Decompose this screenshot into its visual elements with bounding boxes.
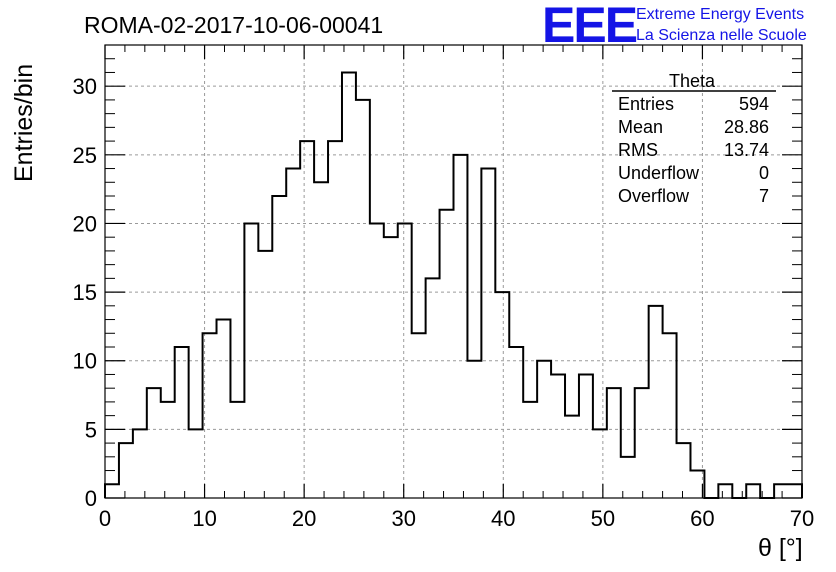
stats-label-entries: Entries xyxy=(618,94,674,114)
histogram-bin xyxy=(384,237,398,498)
histogram-bin xyxy=(649,306,663,498)
histogram-bin xyxy=(119,443,133,498)
x-tick-label: 60 xyxy=(690,506,714,531)
y-axis-label: Entries/bin xyxy=(10,64,38,182)
histogram-bin xyxy=(244,223,258,498)
histogram-bin xyxy=(161,402,175,498)
y-tick-label: 5 xyxy=(85,417,97,442)
x-tick-label: 10 xyxy=(192,506,216,531)
histogram-bin xyxy=(217,320,231,498)
histogram-bin xyxy=(398,223,412,498)
histogram-bin xyxy=(565,416,579,498)
histogram-bin xyxy=(440,210,454,498)
histogram-bin xyxy=(356,100,370,498)
y-tick-labels: 0 5 10 15 20 25 30 xyxy=(73,74,97,511)
histogram-bin xyxy=(495,292,509,498)
x-tick-label: 50 xyxy=(591,506,615,531)
stats-value-mean: 28.86 xyxy=(724,117,769,137)
histogram-bin xyxy=(133,429,147,498)
brand-line-2: La Scienza nelle Scuole xyxy=(636,27,807,44)
histogram-bins xyxy=(105,72,802,498)
histogram-bin xyxy=(370,223,384,498)
histogram-bin xyxy=(774,484,788,498)
histogram-bin xyxy=(509,347,523,498)
histogram-bin xyxy=(412,333,426,498)
histogram-bin xyxy=(551,374,565,498)
histogram-bin xyxy=(175,347,189,498)
histogram-outline xyxy=(104,71,803,499)
brand-line-1: Extreme Energy Events xyxy=(636,6,804,23)
y-tick-label: 30 xyxy=(73,74,97,99)
x-axis-label: θ [°] xyxy=(758,534,803,562)
stats-label-underflow: Underflow xyxy=(618,163,700,183)
histogram-bin xyxy=(621,457,635,498)
y-tick-label: 10 xyxy=(73,349,97,374)
stats-label-overflow: Overflow xyxy=(618,186,690,206)
histogram-bin xyxy=(746,484,760,498)
stats-value-entries: 594 xyxy=(739,94,769,114)
y-tick-label: 25 xyxy=(73,143,97,168)
histogram-bin xyxy=(663,333,677,498)
histogram-bin xyxy=(593,429,607,498)
histogram-bin xyxy=(481,169,495,498)
stats-value-underflow: 0 xyxy=(759,163,769,183)
histogram-bin xyxy=(788,484,802,498)
histogram-bin xyxy=(272,196,286,498)
chart-title: ROMA-02-2017-10-06-00041 xyxy=(84,12,383,38)
histogram-bin xyxy=(286,169,300,498)
y-tick-label: 20 xyxy=(73,211,97,236)
histogram-bin xyxy=(105,484,119,498)
stats-box: Theta Entries 594 Mean 28.86 RMS 13.74 U… xyxy=(612,71,776,206)
histogram-bin xyxy=(314,182,328,498)
stats-value-rms: 13.74 xyxy=(724,140,769,160)
x-tick-label: 0 xyxy=(99,506,111,531)
histogram-bin xyxy=(607,388,621,498)
stats-label-mean: Mean xyxy=(618,117,663,137)
histogram-bin xyxy=(230,402,244,498)
histogram-bin xyxy=(677,443,691,498)
x-tick-labels: 0 10 20 30 40 50 60 70 xyxy=(99,506,814,531)
x-tick-label: 40 xyxy=(491,506,515,531)
histogram-bin xyxy=(454,155,468,498)
plot-frame xyxy=(104,44,803,499)
histogram-bin xyxy=(300,141,314,498)
stats-value-overflow: 7 xyxy=(759,186,769,206)
histogram-bin xyxy=(690,471,704,498)
histogram-bin xyxy=(467,361,481,498)
histogram-bin xyxy=(147,388,161,498)
x-tick-label: 20 xyxy=(292,506,316,531)
histogram-bin xyxy=(426,278,440,498)
histogram-bin xyxy=(579,374,593,498)
histogram-bin xyxy=(328,141,342,498)
y-tick-label: 0 xyxy=(85,486,97,511)
histogram-bin xyxy=(258,251,272,498)
x-tick-label: 30 xyxy=(391,506,415,531)
x-tick-label: 70 xyxy=(790,506,814,531)
histogram-bin xyxy=(718,484,732,498)
stats-title: Theta xyxy=(669,71,716,91)
y-tick-label: 15 xyxy=(73,280,97,305)
stats-label-rms: RMS xyxy=(618,140,658,160)
histogram-bin xyxy=(189,429,203,498)
histogram-bin xyxy=(523,402,537,498)
histogram-bin xyxy=(203,333,217,498)
histogram-bin xyxy=(635,388,649,498)
histogram-bin xyxy=(342,72,356,498)
eee-logo: EEE xyxy=(542,0,637,53)
histogram-bin xyxy=(537,361,551,498)
